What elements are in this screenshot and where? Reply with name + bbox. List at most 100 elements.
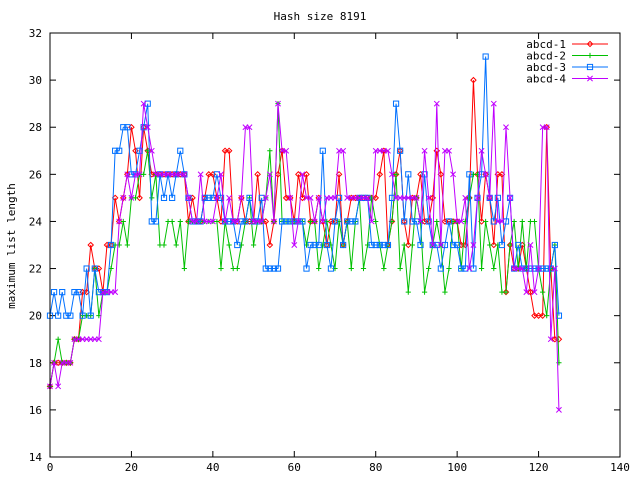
chart-title: Hash size 8191 [274, 10, 367, 23]
data-point [348, 265, 354, 272]
data-point [193, 218, 200, 225]
data-point [404, 241, 412, 249]
data-point [51, 359, 58, 366]
data-point [446, 147, 452, 154]
data-point [507, 194, 514, 201]
data-point [128, 171, 135, 178]
data-point [511, 218, 517, 225]
data-point [91, 265, 98, 272]
data-point [380, 147, 388, 155]
data-point [181, 171, 188, 178]
legend-label: abcd-4 [526, 73, 566, 86]
data-point [470, 242, 477, 248]
data-point [136, 171, 143, 178]
data-point [140, 100, 147, 107]
data-point [270, 218, 277, 225]
data-point [372, 194, 380, 202]
data-point [234, 265, 240, 272]
data-point [519, 265, 526, 272]
data-point [287, 218, 294, 225]
data-point [148, 218, 155, 225]
data-point [274, 171, 282, 178]
data-point [136, 147, 143, 154]
data-point [226, 242, 232, 248]
data-point [234, 218, 241, 225]
data-point [218, 171, 224, 178]
data-point [543, 124, 550, 131]
data-point [307, 241, 314, 249]
data-point [466, 195, 472, 201]
data-point [209, 218, 216, 225]
data-point [507, 242, 513, 248]
data-point [384, 147, 391, 154]
data-point [254, 171, 261, 178]
data-point [547, 336, 554, 343]
data-point [539, 265, 546, 272]
data-point [535, 265, 542, 272]
data-point [67, 312, 74, 319]
x-tick-label: 100 [447, 461, 467, 474]
data-point [278, 218, 286, 225]
data-point [149, 195, 155, 201]
data-point [437, 242, 444, 248]
data-point [466, 171, 473, 178]
data-point [437, 265, 444, 272]
y-tick-label: 20 [29, 310, 42, 323]
data-point [409, 218, 416, 225]
data-point [124, 124, 131, 131]
data-point [266, 265, 273, 272]
data-point [291, 218, 298, 225]
data-point [335, 194, 343, 201]
data-point [503, 124, 509, 131]
data-point [458, 218, 465, 225]
data-point [544, 313, 550, 319]
data-point [417, 218, 424, 225]
data-point [478, 171, 485, 178]
data-point [527, 242, 534, 248]
data-point [388, 194, 396, 201]
data-point [531, 265, 538, 272]
data-point [116, 147, 123, 154]
data-point [124, 242, 130, 248]
y-tick-label: 30 [29, 74, 42, 87]
data-point [209, 194, 216, 201]
data-point [360, 265, 367, 272]
data-point [498, 218, 505, 225]
data-point [234, 241, 241, 249]
data-point [144, 100, 151, 107]
data-point [160, 194, 168, 201]
data-point [120, 218, 126, 225]
data-point [372, 241, 379, 249]
data-point [392, 100, 400, 107]
data-point [311, 218, 318, 225]
data-point [197, 218, 204, 225]
data-point [421, 171, 428, 178]
data-point [331, 218, 339, 225]
data-point [401, 218, 408, 225]
data-point [258, 194, 265, 201]
data-point [319, 218, 327, 225]
x-tick-label: 140 [610, 461, 630, 474]
data-point [270, 265, 278, 272]
legend-label: abcd-1 [526, 38, 566, 51]
data-point [527, 265, 534, 272]
data-point [299, 171, 306, 178]
y-tick-label: 28 [29, 121, 42, 134]
data-point [421, 289, 428, 295]
data-point [83, 265, 90, 272]
data-point [384, 241, 392, 249]
data-point [450, 171, 457, 178]
data-point [87, 312, 94, 319]
data-point [539, 312, 546, 319]
data-point [124, 171, 131, 178]
data-point [287, 194, 294, 201]
data-point [324, 218, 330, 225]
data-point [319, 147, 326, 154]
data-point [425, 218, 432, 225]
data-point [75, 289, 82, 296]
data-point [225, 147, 233, 155]
data-point [478, 147, 485, 154]
data-point [316, 265, 322, 272]
data-point [523, 265, 530, 272]
data-point [50, 289, 58, 296]
